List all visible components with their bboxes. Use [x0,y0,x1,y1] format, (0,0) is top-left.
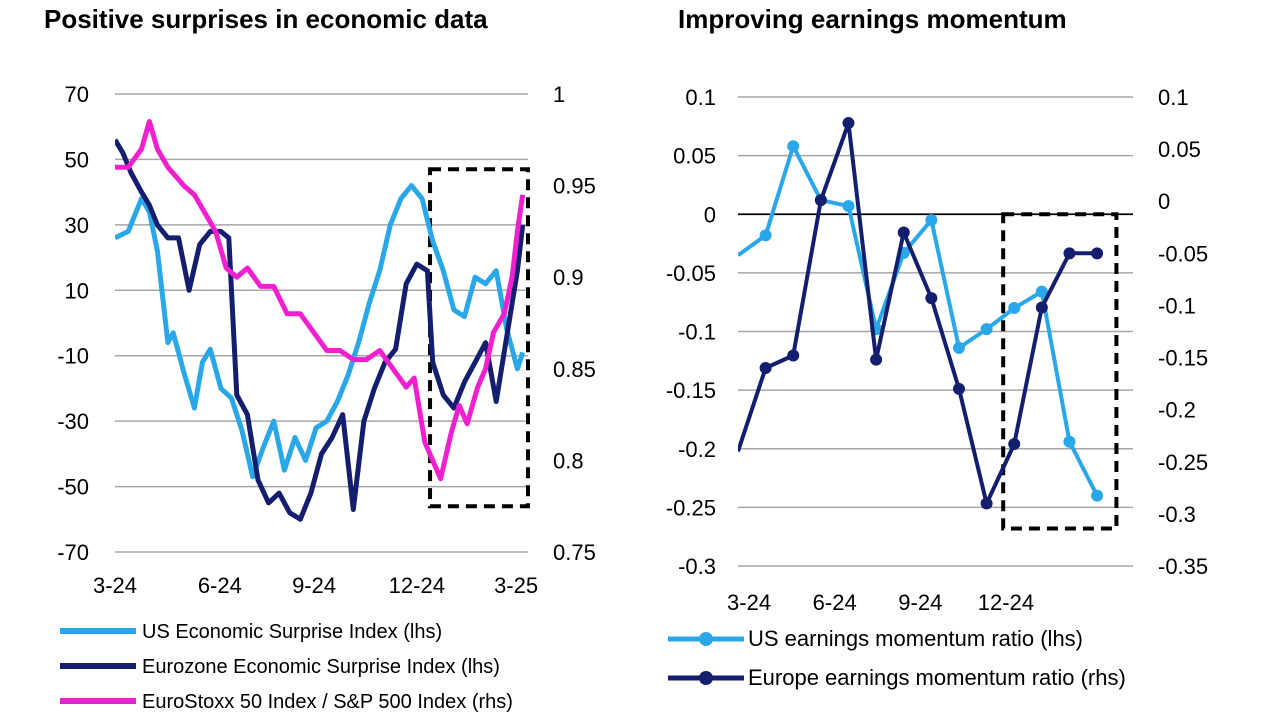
right-highlight-box [1001,212,1119,531]
right-series-0-line [738,144,1099,497]
right-legend-marker-0 [699,632,713,646]
left-y-left-tick-label: 50 [65,147,89,172]
right-series-1-point [787,349,800,362]
right-y-left-tick-label: 0.05 [673,144,716,169]
left-x-tick-label: 12-24 [389,573,445,598]
left-y-right-tick-label: 0.9 [553,265,584,290]
left-y-left-tick-label: 70 [65,82,89,107]
right-series-0-point [1035,285,1048,298]
left-y-right-tick-label: 0.8 [553,448,584,473]
left-y-left-tick-label: 10 [65,278,89,303]
right-series-1-point [925,292,938,305]
right-y-right-tick-label: -0.25 [1158,450,1208,475]
left-y-right-tick-label: 0.95 [553,174,596,199]
left-legend-label-0: US Economic Surprise Index (lhs) [142,621,442,643]
right-chart: 0.1 0.05 0 -0.05 -0.1 -0.15 -0.2 -0.25 -0.3 0.1 0.… [666,85,1208,690]
right-y-right-tick-label: -0.1 [1158,293,1196,318]
right-series-0-point [1063,435,1076,448]
right-y-left-tick-label: -0.3 [678,554,716,579]
right-y-left-tick-label: -0.25 [666,495,716,520]
right-series-1-point [897,226,910,239]
right-y-left-tick-label: 0.1 [685,85,716,110]
right-legend-label-1: Europe earnings momentum ratio (rhs) [748,665,1126,690]
right-y-left-tick-label: -0.1 [678,320,716,345]
right-y-right-tick-label: 0 [1158,189,1170,214]
right-series-1-point [1008,438,1021,451]
left-legend-label-2: EuroStoxx 50 Index / S&P 500 Index (rhs) [142,691,513,713]
right-y-right-tick-label: -0.05 [1158,241,1208,266]
left-y-left-tick-label: -10 [57,344,89,369]
right-x-tick-label: 12-24 [978,590,1034,615]
left-y-left-tick-label: 30 [65,213,89,238]
right-series-0-point [925,214,938,227]
left-y-left-tick-label: -50 [57,475,89,500]
left-y-right-tick-label: 1 [553,82,565,107]
right-y-right-tick-label: -0.2 [1158,398,1196,423]
right-y-left-tick-label: -0.15 [666,378,716,403]
left-series-2-line [115,119,526,482]
right-series-0-point [842,200,855,213]
right-series-1-point [814,194,827,207]
left-y-left-tick-label: -70 [57,540,89,565]
right-series-1-point [759,361,772,374]
right-series-1-point [980,497,993,510]
left-series-0-line [115,183,526,480]
right-legend-marker-1 [699,671,713,685]
right-x-tick-label: 3-24 [727,590,771,615]
left-y-right-tick-label: 0.85 [553,357,596,382]
right-y-right-tick-label: -0.15 [1158,346,1208,371]
right-series-1-point [952,382,965,395]
right-x-tick-label: 6-24 [813,590,857,615]
left-x-tick-label: 9-24 [292,573,336,598]
left-chart: 70 50 30 10 -10 -30 -50 -70 1 0.95 0.9 0.85 0.8 0.75 3… [57,82,596,713]
left-chart-title: Positive surprises in economic data [44,4,488,34]
left-y-left-tick-label: -30 [57,409,89,434]
right-y-right-tick-label: 0.1 [1158,85,1189,110]
right-y-left-tick-label: 0 [704,202,716,227]
left-x-tick-label: 3-25 [494,573,538,598]
right-series-0-point [1008,302,1021,315]
right-y-right-tick-label: -0.35 [1158,554,1208,579]
left-legend-label-1: Eurozone Economic Surprise Index (lhs) [142,656,500,678]
right-series-1-point [870,353,883,366]
right-series-1-point [1091,247,1104,260]
right-x-tick-label: 9-24 [898,590,942,615]
right-series-0-point [759,229,772,242]
left-series-1-line [115,138,526,522]
right-y-left-tick-label: -0.05 [666,261,716,286]
right-chart-title: Improving earnings momentum [678,4,1067,34]
right-y-right-tick-label: -0.3 [1158,502,1196,527]
right-series-1-point [842,117,855,130]
left-x-tick-label: 6-24 [198,573,242,598]
right-series-0-point [980,323,993,336]
right-series-0-point [787,140,800,153]
right-y-right-tick-label: 0.05 [1158,137,1201,162]
right-series-1-point [1035,301,1048,314]
right-series-0-point [952,341,965,354]
left-x-tick-label: 3-24 [93,573,137,598]
right-y-left-tick-label: -0.2 [678,437,716,462]
right-series-0-point [1091,489,1104,502]
left-y-right-tick-label: 0.75 [553,540,596,565]
right-series-1-line [738,121,1098,506]
right-series-1-point [1063,247,1076,260]
right-legend-label-0: US earnings momentum ratio (lhs) [748,626,1083,651]
